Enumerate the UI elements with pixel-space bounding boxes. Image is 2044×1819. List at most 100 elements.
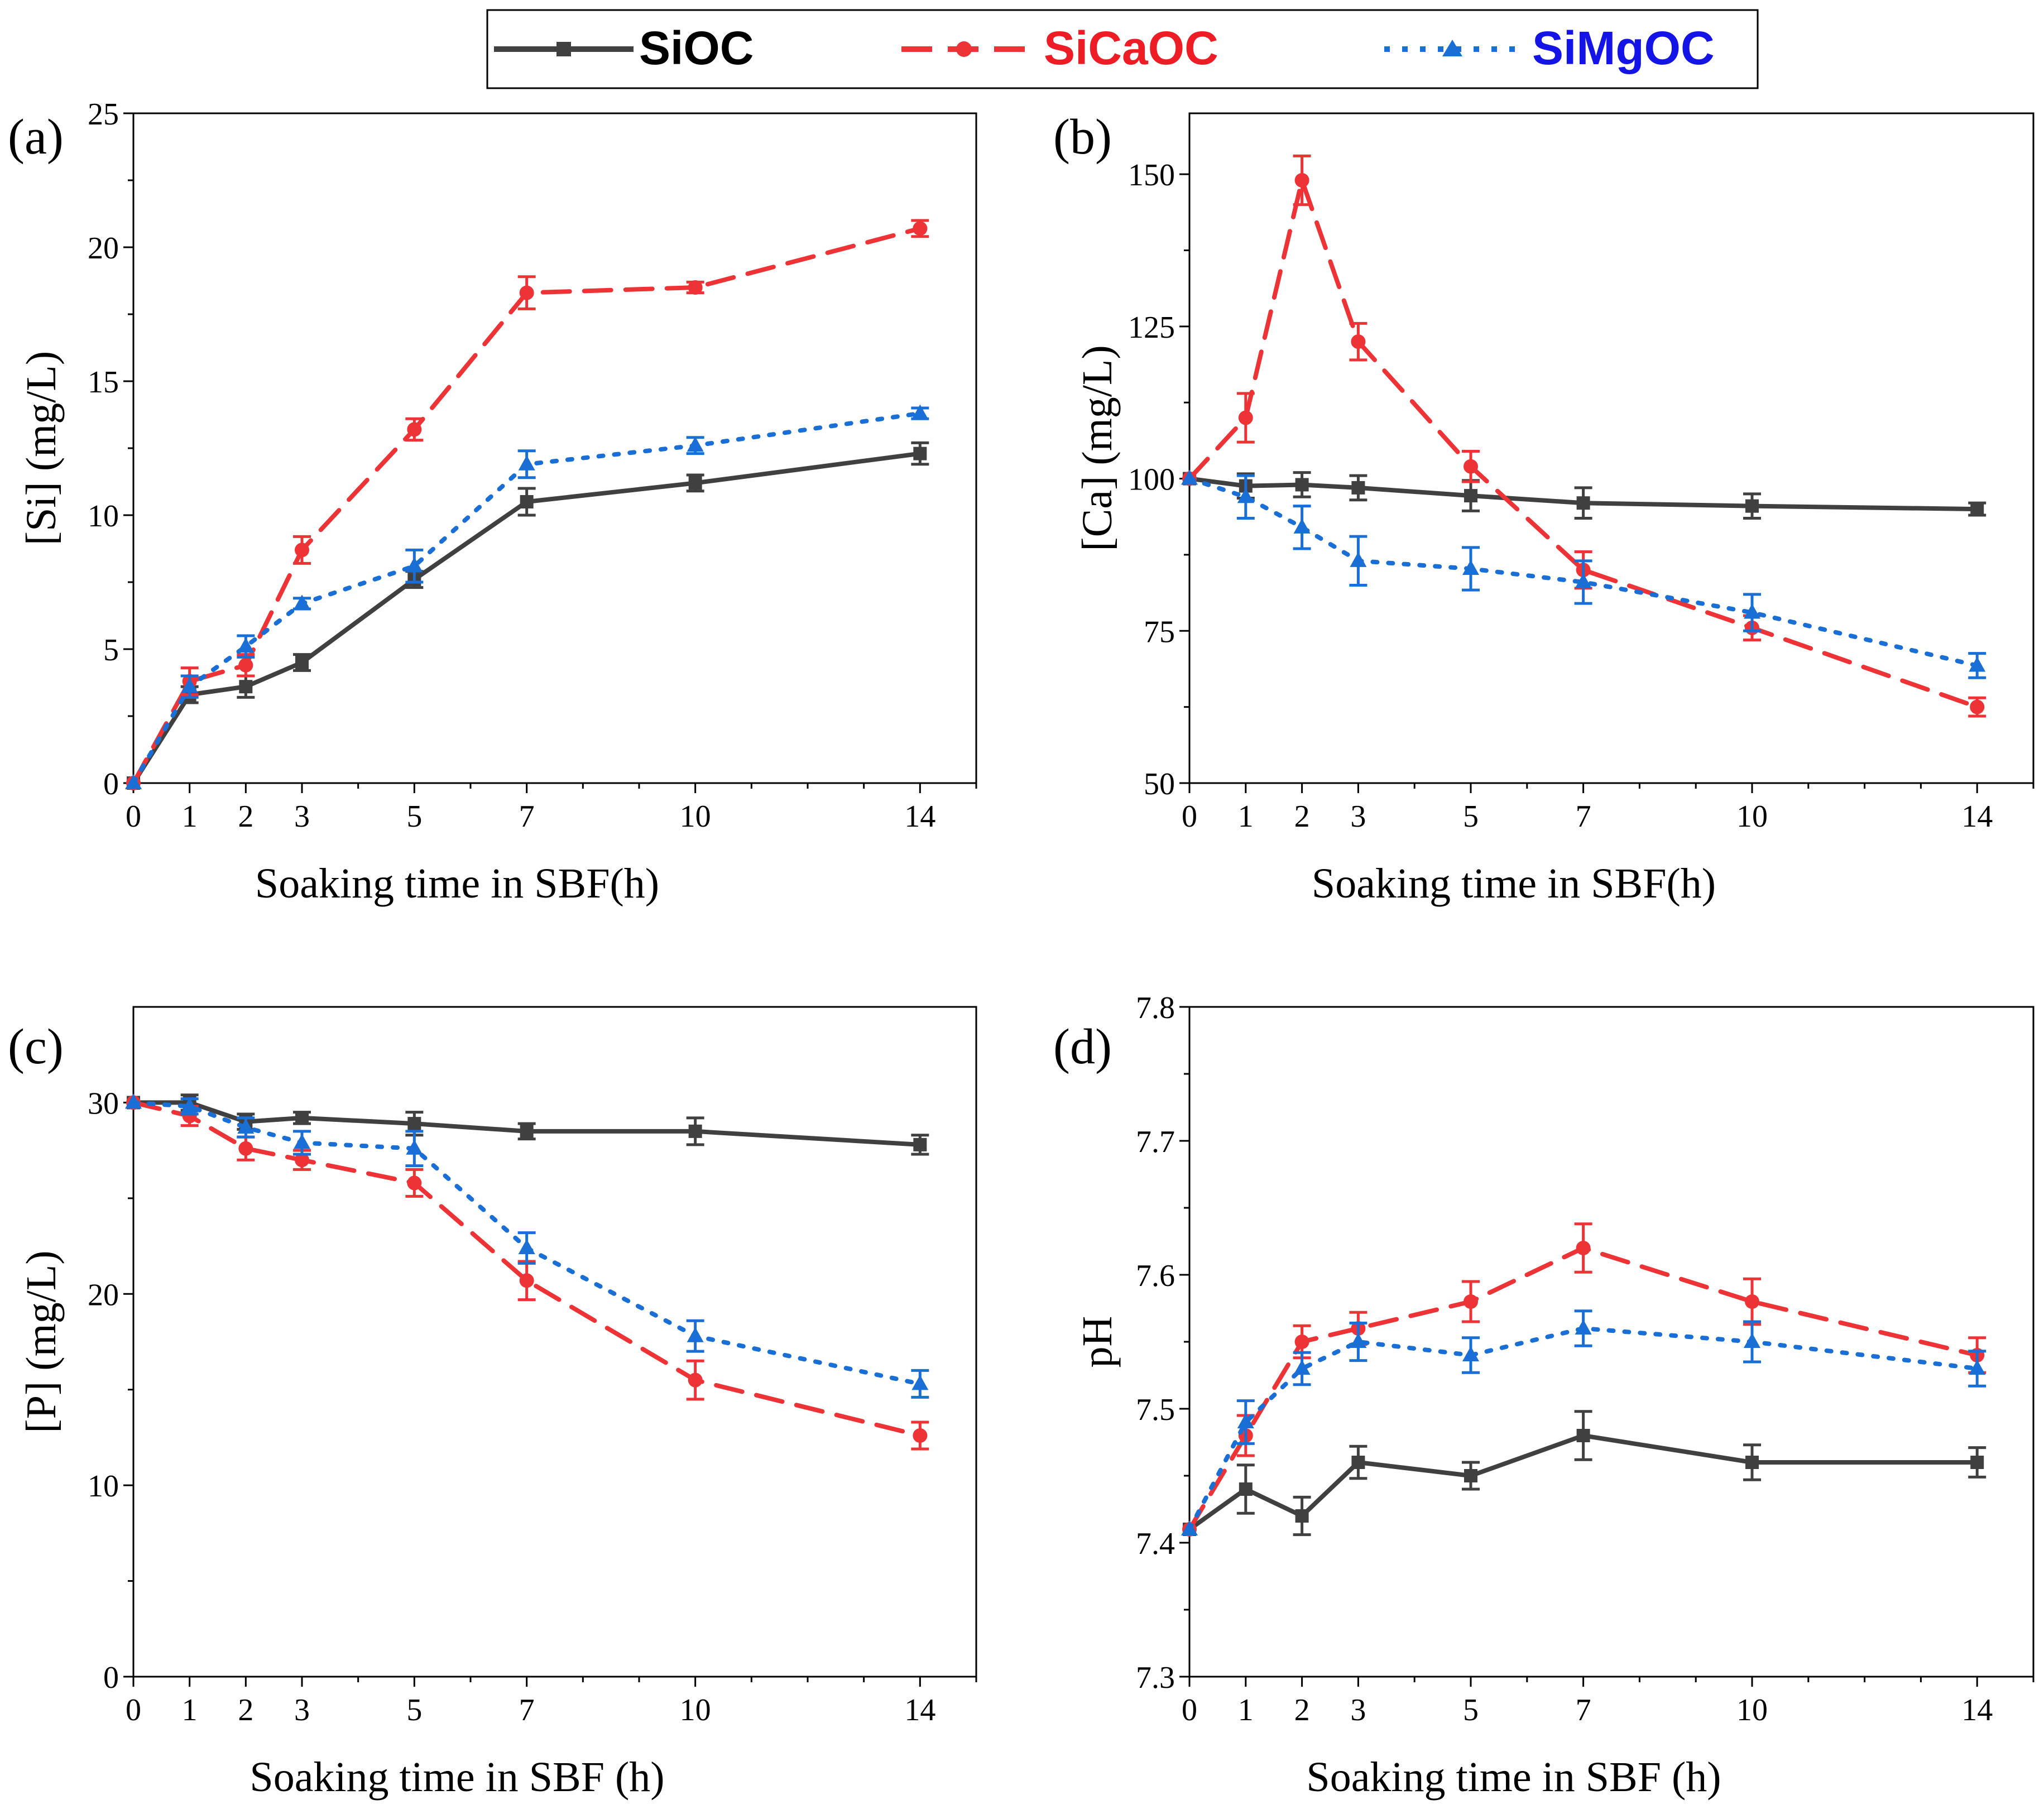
panel-c-point-sicaoc [238,1141,253,1156]
panel-a-point-simgoc [237,637,255,653]
panel-d-x-tick-label: 10 [1736,1693,1768,1727]
legend-marker-simgoc [1442,40,1462,56]
panel-d-point-sioc [1295,1509,1309,1523]
panel-d-y-tick-label: 7.3 [1136,1660,1175,1695]
panel-c-point-simgoc [406,1139,423,1155]
panel-c-point-simgoc [294,1134,310,1149]
panel-d-x-tick-label: 14 [1961,1693,1993,1727]
legend: SiOC SiCaOC SiMgOC [486,9,1759,89]
panel-a-series-sioc [127,441,929,790]
panel-b-point-sicaoc [1464,459,1478,474]
panel-d-point-sicaoc [1464,1294,1478,1309]
panel-d-point-simgoc [1237,1413,1254,1428]
panel-c-x-tick-label: 14 [904,1693,935,1727]
panel-d-point-sioc [1576,1429,1590,1442]
panel-d-label: (d) [1053,1019,1112,1074]
panel-c-point-simgoc [911,1375,929,1390]
panel-b-x-axis-title: Soaking time in SBF(h) [1312,860,1716,907]
panel-a-point-simgoc [518,455,535,471]
panel-d-line-sioc [1188,1433,1978,1532]
panel-a-point-simgoc [406,557,423,573]
panel-a-point-sioc [520,495,534,508]
panel-a-point-simgoc [181,678,198,693]
panel-b-frame [1188,112,2035,784]
panel-b-point-sicaoc [1294,173,1309,188]
panel-d-point-simgoc [1575,1319,1592,1335]
panel-a-y-tick-label: 0 [103,767,119,801]
panel-b-x-tick-label: 3 [1350,799,1366,834]
panel-a-x-tick-label: 2 [238,799,253,834]
panel-d-point-sioc [1745,1456,1759,1469]
panel-b-point-sioc [1351,481,1365,495]
panel-a-point-sicaoc [519,285,534,300]
panel-c-point-sioc [688,1124,702,1138]
legend-label-sicaoc: SiCaOC [1044,22,1218,74]
panel-a-line-sioc [131,451,920,785]
panel-a-point-simgoc [911,404,929,420]
panel-b-point-simgoc [1462,560,1479,575]
panel-a-x-tick-label: 0 [126,799,141,834]
panel-a-point-sioc [913,447,927,460]
panel-d-x-tick-label: 7 [1576,1693,1591,1727]
panel-c-y-axis-title: [P] (mg/L) [18,1250,65,1433]
panel-c-point-sicaoc [913,1428,928,1443]
panel-c-point-simgoc [181,1097,198,1113]
panel-d-point-simgoc [1293,1360,1311,1375]
panel-b-x-tick-label: 7 [1576,799,1591,834]
panel-a-point-simgoc [294,594,310,610]
legend-entry-simgoc: SiMgOC [1384,22,1715,74]
panel-a-point-simgoc [687,436,704,452]
panel-a-x-tick-label: 10 [680,799,711,834]
panel-c-x-tick-label: 5 [406,1693,422,1727]
panel-c-point-sicaoc [407,1175,422,1191]
panel-c-x-tick-label: 2 [238,1693,253,1727]
panel-c: (c) 0 1 2 3 5 7 10 14 0 10 20 30 Soaking time in SBF … [8,1006,977,1801]
panel-d-x-tick-label: 5 [1463,1693,1479,1727]
panel-b-point-simgoc [1575,573,1592,588]
panel-d-point-simgoc [1350,1333,1367,1348]
panel-b-point-sicaoc [1238,410,1253,425]
panel-d-y-tick-label: 7.6 [1136,1259,1175,1293]
panel-d-x-tick-label: 3 [1350,1693,1366,1727]
panel-a-series-simgoc [125,404,929,789]
panel-a-y-axis-title: [Si] (mg/L) [18,351,65,545]
panel-d-y-axis-title: pH [1074,1316,1121,1368]
panel-c-x-tick-label: 0 [126,1693,141,1727]
panel-d: (d) 0 1 2 3 5 7 10 14 7.3 7.4 7.5 7.6 7.7 7.8 Soaking t… [1053,991,2035,1801]
panel-a-y-tick-label: 10 [88,499,119,534]
panel-c-point-sicaoc [519,1273,534,1288]
panel-c-y-tick-label: 20 [88,1278,119,1312]
panel-a-label: (a) [8,109,64,165]
panel-d-point-sicaoc [1294,1335,1309,1349]
legend-entry-sioc: SiOC [494,22,754,74]
panel-b-point-sicaoc [1351,334,1366,349]
legend-marker-sicaoc [956,41,972,57]
panel-c-x-axis-title: Soaking time in SBF (h) [249,1754,664,1801]
panel-c-point-simgoc [687,1327,704,1342]
panel-c-point-simgoc [125,1093,142,1109]
panel-a-x-tick-label: 14 [904,799,935,834]
panel-a-point-sicaoc [688,280,703,295]
panel-a-point-sicaoc [295,543,309,558]
panel-d-point-sioc [1351,1456,1365,1469]
panel-d-y-tick-label: 7.7 [1136,1125,1175,1159]
panel-c-series-sicaoc [126,1095,929,1451]
panel-a-x-tick-label: 7 [519,799,535,834]
panel-d-series-simgoc [1181,1309,1987,1535]
panel-b-point-sicaoc [1970,699,1985,714]
panel-d-point-simgoc [1181,1520,1198,1535]
panel-b-x-tick-label: 0 [1182,799,1197,834]
panel-a-point-sicaoc [407,422,422,437]
panel-b-y-axis-title: [Ca] (mg/L) [1074,345,1121,551]
panel-b-series-simgoc [1181,469,1987,679]
panel-a-x-tick-label: 3 [294,799,310,834]
panel-c-line-sioc [133,1100,920,1147]
panel-c-point-sioc [295,1111,309,1125]
panel-d-point-sicaoc [1576,1241,1591,1255]
panel-c-series-simgoc [125,1093,929,1399]
panel-a-point-simgoc [125,774,142,789]
panel-c-line-simgoc [131,1100,923,1386]
panel-c-line-sicaoc [131,1100,923,1438]
